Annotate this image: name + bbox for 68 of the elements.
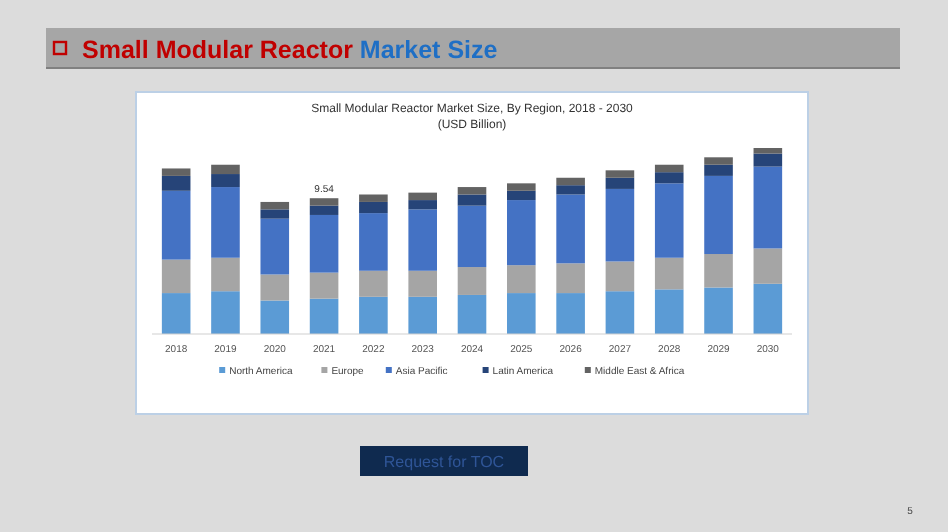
bar [753,248,783,284]
bar [556,263,585,294]
bar [161,293,191,334]
bar [654,183,684,258]
bar [211,291,240,334]
bar [260,274,290,301]
bar [211,187,240,258]
bar [408,270,437,297]
bar [408,296,437,334]
bar [211,164,240,175]
bar [457,267,487,295]
bar [654,172,684,184]
bar [753,283,783,334]
bar [507,200,536,266]
button: Request for TOC [360,446,528,476]
bar [753,148,783,154]
bar [507,183,536,191]
bar [359,270,388,297]
bar [161,190,191,260]
bar [359,201,388,214]
bar [161,175,191,191]
bar [359,194,388,202]
bar [309,298,339,334]
bar [260,201,290,210]
bar [457,194,487,206]
bar [605,261,635,292]
bar [507,190,536,201]
bar [260,209,290,219]
bar [457,187,487,195]
bar [605,291,635,334]
bar [605,170,635,178]
bar [556,293,585,334]
text: Small Modular Reactor [82,36,354,64]
bar [605,188,635,262]
bar [408,200,437,210]
bar [507,265,536,294]
bar [211,257,240,292]
bar [704,157,733,165]
bar [359,213,388,271]
bar [457,294,487,334]
bar [654,289,684,334]
bar [753,166,783,249]
bar [753,153,783,167]
bar [309,214,339,273]
bar [457,205,487,268]
bar [556,177,585,186]
bar [211,174,240,188]
bar [605,177,635,189]
bar [556,194,585,264]
bar [654,164,684,173]
bar [408,209,437,271]
bar [260,218,290,275]
text: Market Size [352,36,498,64]
bar [260,300,290,334]
bar [161,259,191,294]
bar [654,257,684,290]
bar [161,168,191,176]
bar [309,198,339,206]
bar [704,164,733,176]
bar [704,175,733,255]
bar [359,296,388,334]
bar [556,185,585,195]
bar [408,192,437,201]
bar [507,293,536,334]
bar [309,205,339,215]
bar [704,254,733,288]
bar [704,287,733,334]
bar [309,272,339,299]
